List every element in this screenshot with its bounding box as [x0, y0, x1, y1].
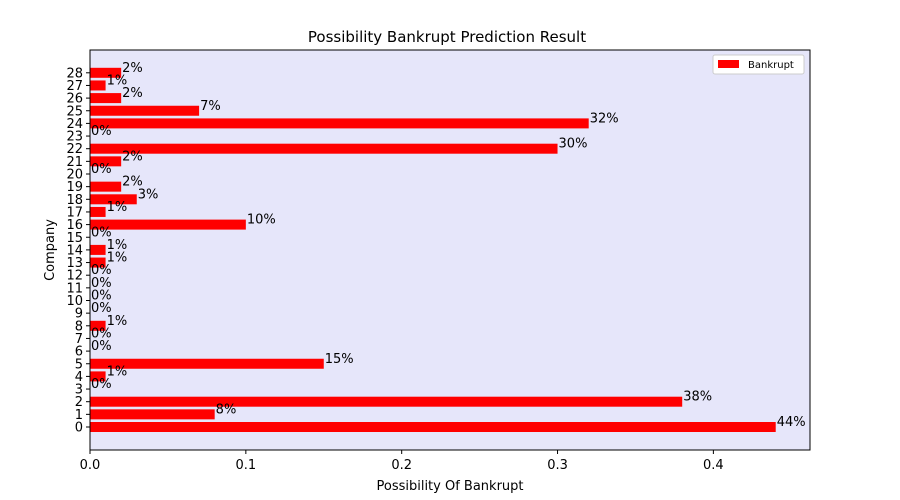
- legend[interactable]: Bankrupt: [712, 54, 805, 75]
- bar-value-labels: 44%8%38%0%1%15%0%0%1%0%0%0%0%1%1%0%10%1%…: [91, 61, 806, 430]
- bar-label-0: 44%: [777, 415, 806, 430]
- bar-label-6: 0%: [91, 339, 112, 354]
- y-tick-label-24: 24: [66, 117, 83, 132]
- bar-label-10: 0%: [91, 289, 112, 304]
- bar-label-15: 0%: [91, 225, 112, 240]
- plot-area: [90, 50, 810, 450]
- bar-2: [90, 396, 683, 407]
- y-tick-label-2: 2: [75, 395, 83, 410]
- y-tick-label-15: 15: [66, 231, 83, 246]
- y-tick-label-19: 19: [66, 180, 83, 195]
- y-tick-label-3: 3: [75, 383, 83, 398]
- legend-label: Bankrupt: [748, 60, 794, 71]
- bar-label-21: 2%: [122, 149, 143, 164]
- bar-label-22: 30%: [559, 137, 588, 152]
- bar-label-16: 10%: [247, 213, 276, 228]
- y-tick-label-27: 27: [66, 79, 83, 94]
- y-tick-label-22: 22: [66, 142, 83, 157]
- bar-label-3: 0%: [91, 377, 112, 392]
- bar-label-9: 0%: [91, 301, 112, 316]
- bar-22: [90, 143, 558, 154]
- y-tick-label-21: 21: [66, 155, 83, 170]
- bar-label-20: 0%: [91, 162, 112, 177]
- bar-label-8: 1%: [107, 314, 128, 329]
- bar-label-24: 32%: [590, 111, 619, 126]
- legend-box: [712, 54, 805, 75]
- bar-label-27: 1%: [107, 73, 128, 88]
- bar-18: [90, 194, 137, 205]
- bar-13: [90, 257, 106, 268]
- bar-1: [90, 409, 215, 420]
- bar-label-12: 0%: [91, 263, 112, 278]
- plot-frame: [89, 49, 811, 451]
- x-tick-label-2: 0.2: [391, 458, 412, 473]
- x-tick-label-1: 0.1: [236, 458, 257, 473]
- legend-swatch: [718, 60, 739, 68]
- bar-8: [90, 320, 106, 331]
- y-tick-label-5: 5: [75, 357, 83, 372]
- y-tick-label-7: 7: [75, 332, 83, 347]
- bar-0: [90, 422, 776, 432]
- bar-label-18: 3%: [138, 187, 159, 202]
- bar-label-11: 0%: [91, 276, 112, 291]
- bar-5: [90, 358, 324, 369]
- bar-25: [90, 105, 200, 116]
- y-tick-label-16: 16: [66, 218, 83, 233]
- bar-label-25: 7%: [200, 99, 221, 114]
- bar-27: [90, 80, 106, 91]
- y-tick-label-8: 8: [75, 319, 83, 334]
- bar-series: [90, 67, 776, 432]
- bar-14: [90, 244, 106, 255]
- bar-label-19: 2%: [122, 175, 143, 190]
- bar-label-14: 1%: [107, 238, 128, 253]
- x-axis-label: Possibility Of Bankrupt: [376, 479, 523, 494]
- bar-label-26: 2%: [122, 86, 143, 101]
- x-tick-label-0: 0.0: [80, 458, 101, 473]
- y-tick-label-20: 20: [66, 168, 83, 183]
- y-tick-label-6: 6: [75, 345, 83, 360]
- bar-label-2: 38%: [683, 390, 712, 405]
- x-axis: 0.0 0.1 0.2 0.3 0.4: [80, 450, 724, 473]
- y-tick-label-11: 11: [66, 281, 83, 296]
- x-tick-label-3: 0.3: [547, 458, 568, 473]
- y-tick-label-9: 9: [75, 307, 83, 322]
- y-tick-label-23: 23: [66, 130, 83, 145]
- bar-label-7: 0%: [91, 326, 112, 341]
- bar-label-13: 1%: [107, 251, 128, 266]
- y-axis-label: Company: [43, 219, 58, 281]
- bar-label-5: 15%: [325, 352, 354, 367]
- bar-26: [90, 93, 122, 104]
- bar-17: [90, 206, 106, 217]
- y-axis: 0123456789101112131415161718192021222324…: [66, 66, 90, 436]
- y-tick-label-10: 10: [66, 294, 83, 309]
- y-tick-label-4: 4: [75, 370, 83, 385]
- x-tick-label-4: 0.4: [703, 458, 724, 473]
- bar-21: [90, 156, 122, 167]
- y-tick-label-25: 25: [66, 104, 83, 119]
- y-tick-label-14: 14: [66, 243, 83, 258]
- y-tick-label-12: 12: [66, 269, 83, 284]
- bar-label-23: 0%: [91, 124, 112, 139]
- bar-label-4: 1%: [107, 364, 128, 379]
- chart-title: Possibility Bankrupt Prediction Result: [308, 28, 586, 46]
- y-tick-label-0: 0: [75, 421, 83, 436]
- y-tick-label-26: 26: [66, 92, 83, 107]
- bar-16: [90, 219, 246, 230]
- bar-label-1: 8%: [216, 402, 237, 417]
- bar-28: [90, 67, 122, 78]
- bar-4: [90, 371, 106, 382]
- y-tick-label-13: 13: [66, 256, 83, 271]
- y-tick-label-18: 18: [66, 193, 83, 208]
- y-tick-label-17: 17: [66, 205, 83, 220]
- y-tick-label-1: 1: [75, 408, 83, 423]
- bar-19: [90, 181, 122, 192]
- y-tick-label-28: 28: [66, 66, 83, 81]
- bar-24: [90, 118, 589, 129]
- bar-label-17: 1%: [107, 200, 128, 215]
- bar-label-28: 2%: [122, 61, 143, 76]
